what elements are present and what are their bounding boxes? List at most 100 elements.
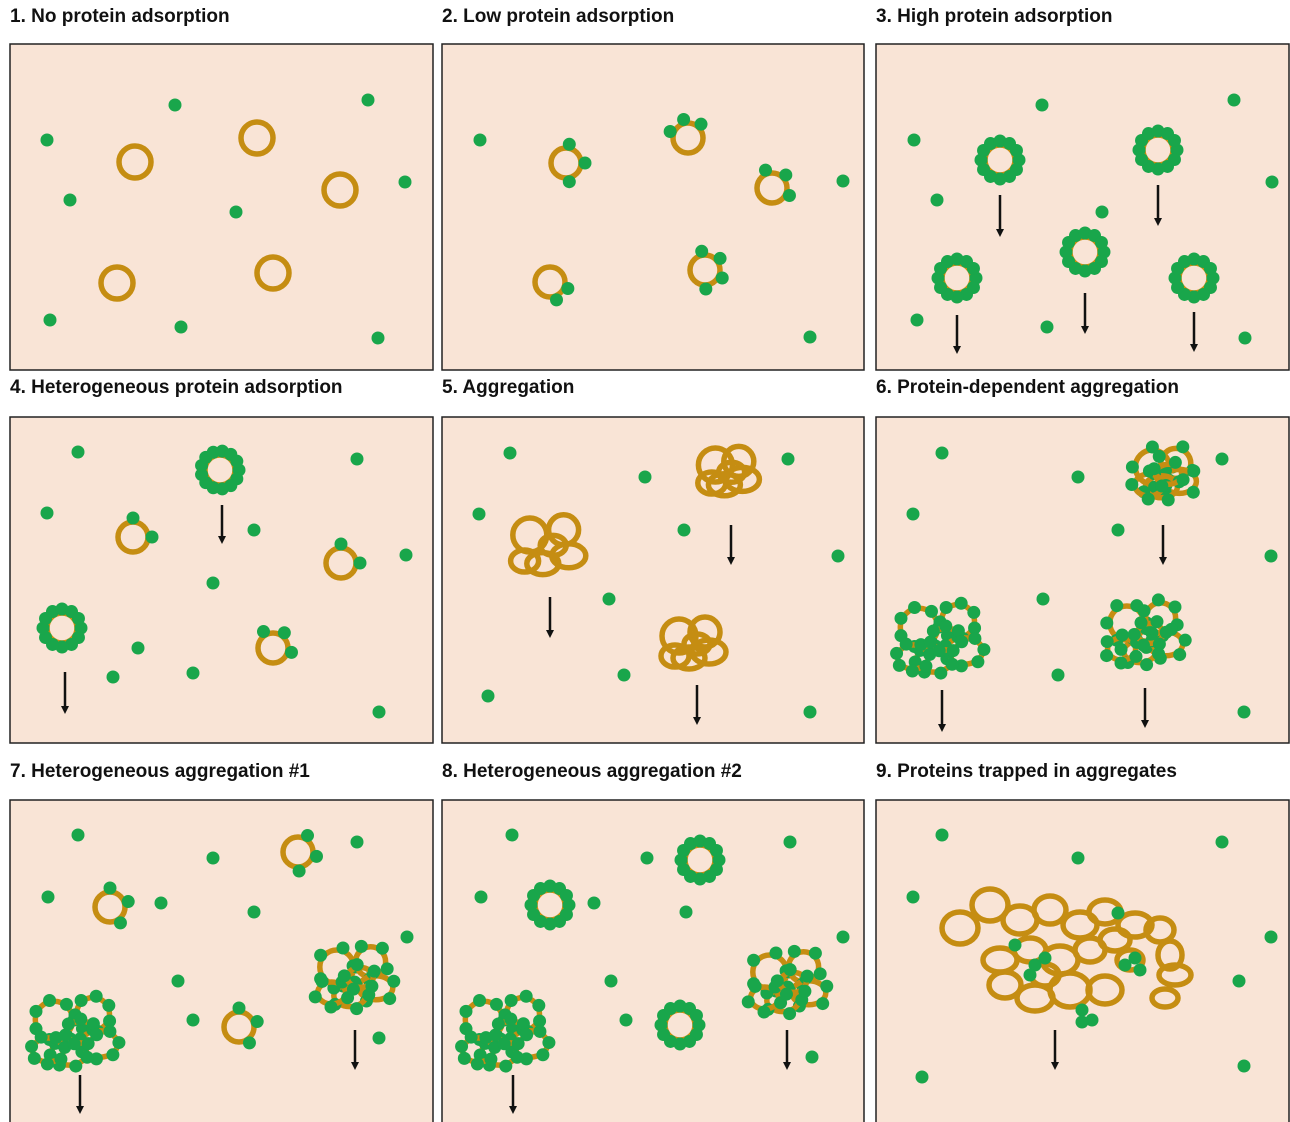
protein	[779, 168, 793, 182]
panel-title: 4. Heterogeneous protein adsorption	[10, 377, 343, 398]
protein	[905, 664, 919, 678]
protein	[1161, 493, 1175, 507]
protein	[1100, 635, 1114, 649]
protein	[314, 948, 328, 962]
particle	[116, 143, 154, 181]
protein	[677, 113, 691, 127]
panel-box	[441, 416, 865, 744]
panel: 8. Heterogeneous aggregation #2	[441, 761, 865, 1122]
protein	[930, 193, 944, 207]
protein	[1127, 628, 1141, 642]
protein	[80, 1050, 94, 1064]
protein	[336, 941, 350, 955]
protein	[354, 939, 368, 953]
protein	[559, 889, 573, 902]
protein	[1215, 452, 1229, 466]
protein	[516, 1017, 530, 1031]
protein	[519, 989, 533, 1003]
protein	[489, 997, 503, 1011]
protein	[71, 445, 85, 459]
protein	[1133, 963, 1147, 977]
protein	[387, 974, 401, 988]
protein	[894, 611, 908, 625]
protein	[195, 468, 209, 482]
protein	[1232, 974, 1246, 988]
protein	[229, 205, 243, 219]
protein	[350, 835, 364, 849]
protein	[400, 930, 414, 944]
protein	[679, 905, 693, 919]
protein	[74, 993, 88, 1007]
protein	[747, 953, 761, 967]
particle	[1085, 973, 1125, 1007]
protein	[1238, 331, 1252, 345]
particle	[687, 614, 723, 650]
protein	[1237, 1059, 1251, 1073]
protein	[1186, 485, 1200, 499]
protein	[43, 994, 57, 1008]
protein	[1118, 958, 1132, 972]
protein	[638, 470, 652, 484]
protein	[86, 1017, 100, 1031]
protein	[1152, 637, 1166, 651]
protein	[892, 658, 906, 672]
protein	[1051, 668, 1065, 682]
protein	[474, 890, 488, 904]
protein	[103, 1014, 117, 1028]
particle	[1149, 986, 1181, 1010]
particle	[705, 471, 744, 499]
protein	[549, 293, 563, 307]
protein	[337, 969, 351, 983]
protein	[103, 1024, 117, 1038]
particle	[754, 170, 790, 206]
protein	[520, 1028, 534, 1042]
protein	[967, 605, 981, 619]
protein	[308, 990, 322, 1004]
panel-title: 2. Low protein adsorption	[442, 6, 674, 27]
protein	[399, 548, 413, 562]
protein	[1009, 144, 1023, 157]
particle	[715, 459, 748, 485]
protein	[1028, 958, 1042, 972]
protein	[250, 1015, 264, 1029]
protein	[1152, 449, 1166, 463]
protein	[1145, 440, 1159, 454]
protein	[1094, 236, 1108, 249]
panel-box	[875, 416, 1290, 744]
protein	[533, 1014, 547, 1028]
particle	[321, 171, 359, 209]
protein	[1176, 473, 1190, 487]
protein	[1100, 649, 1114, 663]
protein	[350, 452, 364, 466]
protein	[71, 828, 85, 842]
protein	[367, 964, 381, 978]
particle	[254, 254, 292, 292]
particle	[658, 642, 692, 670]
protein	[640, 851, 654, 865]
protein	[781, 452, 795, 466]
protein	[106, 1048, 120, 1062]
protein	[587, 896, 601, 910]
protein	[511, 1037, 525, 1051]
protein	[375, 941, 389, 955]
protein	[510, 1050, 524, 1064]
protein	[473, 133, 487, 147]
protein	[54, 1052, 68, 1066]
protein	[945, 657, 959, 671]
protein	[365, 979, 379, 993]
protein	[968, 621, 982, 635]
protein	[102, 998, 116, 1012]
protein	[301, 829, 314, 843]
protein	[1187, 464, 1201, 478]
protein	[1168, 455, 1182, 469]
protein	[309, 849, 323, 863]
protein	[315, 974, 329, 988]
protein	[1035, 98, 1049, 112]
protein	[805, 1050, 819, 1064]
protein	[619, 1013, 633, 1027]
particle	[670, 644, 708, 672]
protein	[779, 987, 793, 1001]
panel: 9. Proteins trapped in aggregates	[875, 761, 1290, 1122]
protein	[292, 864, 306, 878]
protein	[1151, 593, 1165, 607]
